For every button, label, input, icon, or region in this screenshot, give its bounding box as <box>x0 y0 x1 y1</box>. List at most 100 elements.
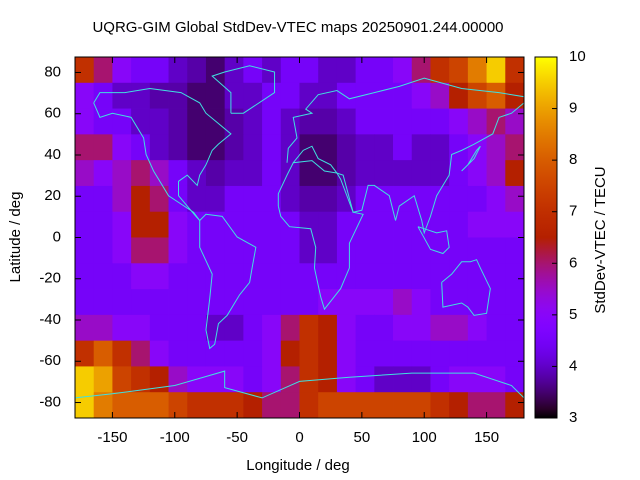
heat-cell <box>430 263 450 290</box>
heat-cell <box>430 289 450 316</box>
heat-cell <box>505 366 525 393</box>
heat-cell <box>131 211 151 238</box>
heat-cell <box>299 314 319 342</box>
coastline <box>75 371 524 398</box>
heat-cell <box>393 211 413 238</box>
heat-cell <box>149 366 169 393</box>
heat-cell <box>187 160 207 187</box>
heat-cell <box>205 289 226 316</box>
colorbar-tick-label: 8 <box>569 151 577 168</box>
heat-cell <box>318 185 338 213</box>
coastline <box>442 260 491 316</box>
heat-cell <box>393 82 413 109</box>
heat-cell <box>224 82 244 109</box>
heat-cell <box>187 314 207 342</box>
y-tick-label: -80 <box>39 393 61 410</box>
heat-cell <box>411 340 431 367</box>
coastline <box>418 227 449 254</box>
heat-cell <box>149 211 169 238</box>
heat-cell <box>205 366 226 393</box>
heat-cell <box>393 57 413 84</box>
heat-cell <box>318 289 338 316</box>
coastline <box>200 214 256 348</box>
heat-cell <box>486 314 506 342</box>
heat-cell <box>393 160 413 187</box>
heat-cell <box>131 108 151 135</box>
heat-cell <box>486 108 506 135</box>
heat-cell <box>505 82 525 109</box>
heat-cell <box>336 392 357 419</box>
heat-cell <box>149 289 169 316</box>
heat-cell <box>449 185 469 213</box>
heat-cell <box>336 237 357 264</box>
heat-cell <box>168 211 188 238</box>
heat-cell <box>168 134 188 161</box>
heat-cell <box>486 340 506 367</box>
heat-cell <box>374 340 394 367</box>
heat-cell <box>467 211 487 238</box>
heat-cell <box>411 82 431 109</box>
heat-cell <box>467 82 487 109</box>
y-axis-label: Latitude / deg <box>7 192 24 283</box>
heat-cell <box>93 340 113 367</box>
heat-cell <box>411 160 431 187</box>
heat-cell <box>243 366 263 393</box>
heat-cell <box>336 211 357 238</box>
heat-cell <box>411 57 431 84</box>
heat-cell <box>355 160 375 187</box>
heat-cell <box>299 366 319 393</box>
heat-cell <box>467 237 487 264</box>
x-tick-label: -150 <box>97 429 127 446</box>
heat-cell <box>280 57 300 84</box>
heat-cell <box>505 263 525 290</box>
heat-cell <box>374 211 394 238</box>
heat-cell <box>112 82 132 109</box>
heat-cell <box>318 108 338 135</box>
heat-cell <box>336 263 357 290</box>
heat-cell <box>243 211 263 238</box>
heat-cell <box>280 237 300 264</box>
heat-cell <box>205 82 226 109</box>
heat-cell <box>149 340 169 367</box>
heat-cell <box>75 82 95 109</box>
heat-cell <box>299 108 319 135</box>
heat-cell <box>168 108 188 135</box>
heat-cell <box>112 185 132 213</box>
heat-cell <box>355 134 375 161</box>
heat-cell <box>168 366 188 393</box>
heat-cell <box>355 211 375 238</box>
heat-cell <box>355 340 375 367</box>
heat-cell <box>318 134 338 161</box>
heat-cell <box>243 185 263 213</box>
heat-cell <box>280 289 300 316</box>
heat-cell <box>168 160 188 187</box>
heat-cell <box>467 366 487 393</box>
heat-cell <box>355 289 375 316</box>
heat-cell <box>93 108 113 135</box>
heat-cell <box>299 82 319 109</box>
heat-cell <box>355 82 375 109</box>
heat-cell <box>318 160 338 187</box>
x-tick-label: 0 <box>295 429 303 446</box>
heat-cell <box>262 366 282 393</box>
heat-cell <box>393 366 413 393</box>
heat-cell <box>374 289 394 316</box>
heat-cell <box>430 134 450 161</box>
heat-cell <box>318 392 338 419</box>
heat-cell <box>75 185 95 213</box>
heat-cell <box>374 108 394 135</box>
heat-cell <box>243 289 263 316</box>
heat-cell <box>336 340 357 367</box>
coastline <box>287 78 524 233</box>
heat-cell <box>411 237 431 264</box>
heat-cell <box>467 263 487 290</box>
heat-cell <box>449 82 469 109</box>
heat-cell <box>93 314 113 342</box>
heat-cell <box>336 185 357 213</box>
heat-cell <box>93 263 113 290</box>
heat-cell <box>112 134 132 161</box>
heat-cell <box>168 82 188 109</box>
heat-cell <box>168 289 188 316</box>
heat-cell <box>355 57 375 84</box>
heat-cell <box>93 392 113 419</box>
